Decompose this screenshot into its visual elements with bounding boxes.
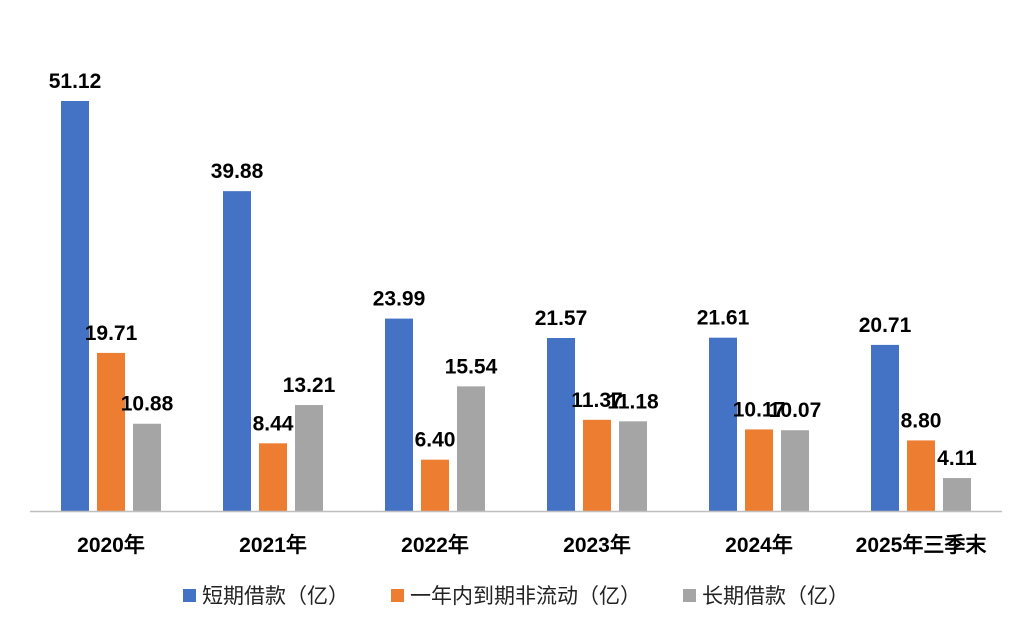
data-label-3-2: 13.21 — [283, 374, 336, 397]
legend-item-long-term: 长期借款（亿） — [683, 580, 849, 610]
category-label-6: 2025年三季末 — [856, 533, 988, 557]
bar-2-5 — [745, 429, 773, 511]
legend-swatch-short-term — [183, 588, 196, 602]
data-label-2-2: 8.44 — [253, 412, 294, 435]
data-label-2-4: 11.37 — [571, 389, 622, 412]
data-label-1-2: 39.88 — [211, 160, 264, 183]
bar-3-3 — [457, 386, 485, 511]
legend-item-short-term: 短期借款（亿） — [183, 580, 349, 610]
data-label-1-1: 51.12 — [49, 70, 102, 93]
bar-1-5 — [709, 337, 737, 511]
data-label-3-4: 11.18 — [607, 390, 659, 413]
data-label-2-1: 19.71 — [85, 322, 138, 345]
data-labels-layer: 51.12 19.71 10.88 39.88 8.44 13.21 23.99 6.40 15… — [49, 70, 977, 470]
bar-3-1 — [133, 423, 161, 511]
bar-3-2 — [295, 405, 323, 511]
legend-item-current-noncurrent: 一年内到期非流动（亿） — [391, 580, 641, 610]
legend-label-long-term: 长期借款（亿） — [702, 585, 849, 608]
legend: 短期借款（亿） 一年内到期非流动（亿） 长期借款（亿） — [0, 580, 1032, 610]
bar-1-2 — [223, 191, 251, 511]
data-label-3-6: 4.11 — [937, 447, 977, 470]
bar-1-6 — [871, 344, 899, 511]
bars-layer — [61, 101, 971, 511]
data-label-2-3: 6.40 — [415, 429, 456, 452]
category-label-1: 2020年 — [77, 533, 145, 557]
data-label-2-5: 10.17 — [733, 398, 786, 421]
bar-3-6 — [943, 478, 971, 511]
data-label-1-3: 23.99 — [373, 288, 426, 311]
bar-1-4 — [547, 338, 575, 511]
data-label-1-6: 20.71 — [859, 314, 912, 337]
bar-3-4 — [619, 421, 647, 511]
bar-2-6 — [907, 440, 935, 511]
category-label-2: 2021年 — [239, 533, 307, 557]
category-labels-layer: 2020年 2021年 2022年 2023年 2024年 2025年三季末 — [77, 533, 987, 557]
category-label-4: 2023年 — [563, 533, 631, 557]
data-label-3-3: 15.54 — [445, 355, 498, 378]
bar-2-2 — [259, 443, 287, 511]
data-label-3-5: 10.07 — [769, 399, 822, 422]
legend-label-short-term: 短期借款（亿） — [202, 585, 349, 608]
bar-chart: 51.12 19.71 10.88 39.88 8.44 13.21 23.99 6.40 15… — [30, 70, 1002, 557]
data-label-1-5: 21.61 — [697, 307, 750, 330]
bar-3-5 — [781, 430, 809, 511]
category-label-5: 2024年 — [725, 533, 793, 557]
legend-label-current-noncurrent: 一年内到期非流动（亿） — [410, 585, 641, 608]
bar-2-4 — [583, 419, 611, 511]
data-label-3-1: 10.88 — [121, 393, 174, 416]
legend-swatch-long-term — [683, 588, 696, 602]
bar-1-1 — [61, 101, 89, 511]
bar-1-3 — [385, 318, 413, 511]
legend-swatch-current-noncurrent — [391, 588, 404, 602]
category-label-3: 2022年 — [401, 533, 469, 557]
data-label-2-6: 8.80 — [901, 409, 942, 432]
bar-2-3 — [421, 459, 449, 511]
bar-2-1 — [97, 352, 125, 511]
data-label-1-4: 21.57 — [535, 307, 588, 330]
